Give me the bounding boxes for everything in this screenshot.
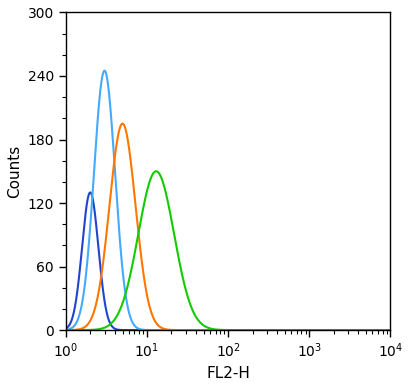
Y-axis label: Counts: Counts [7, 145, 22, 198]
X-axis label: FL2-H: FL2-H [206, 366, 249, 381]
